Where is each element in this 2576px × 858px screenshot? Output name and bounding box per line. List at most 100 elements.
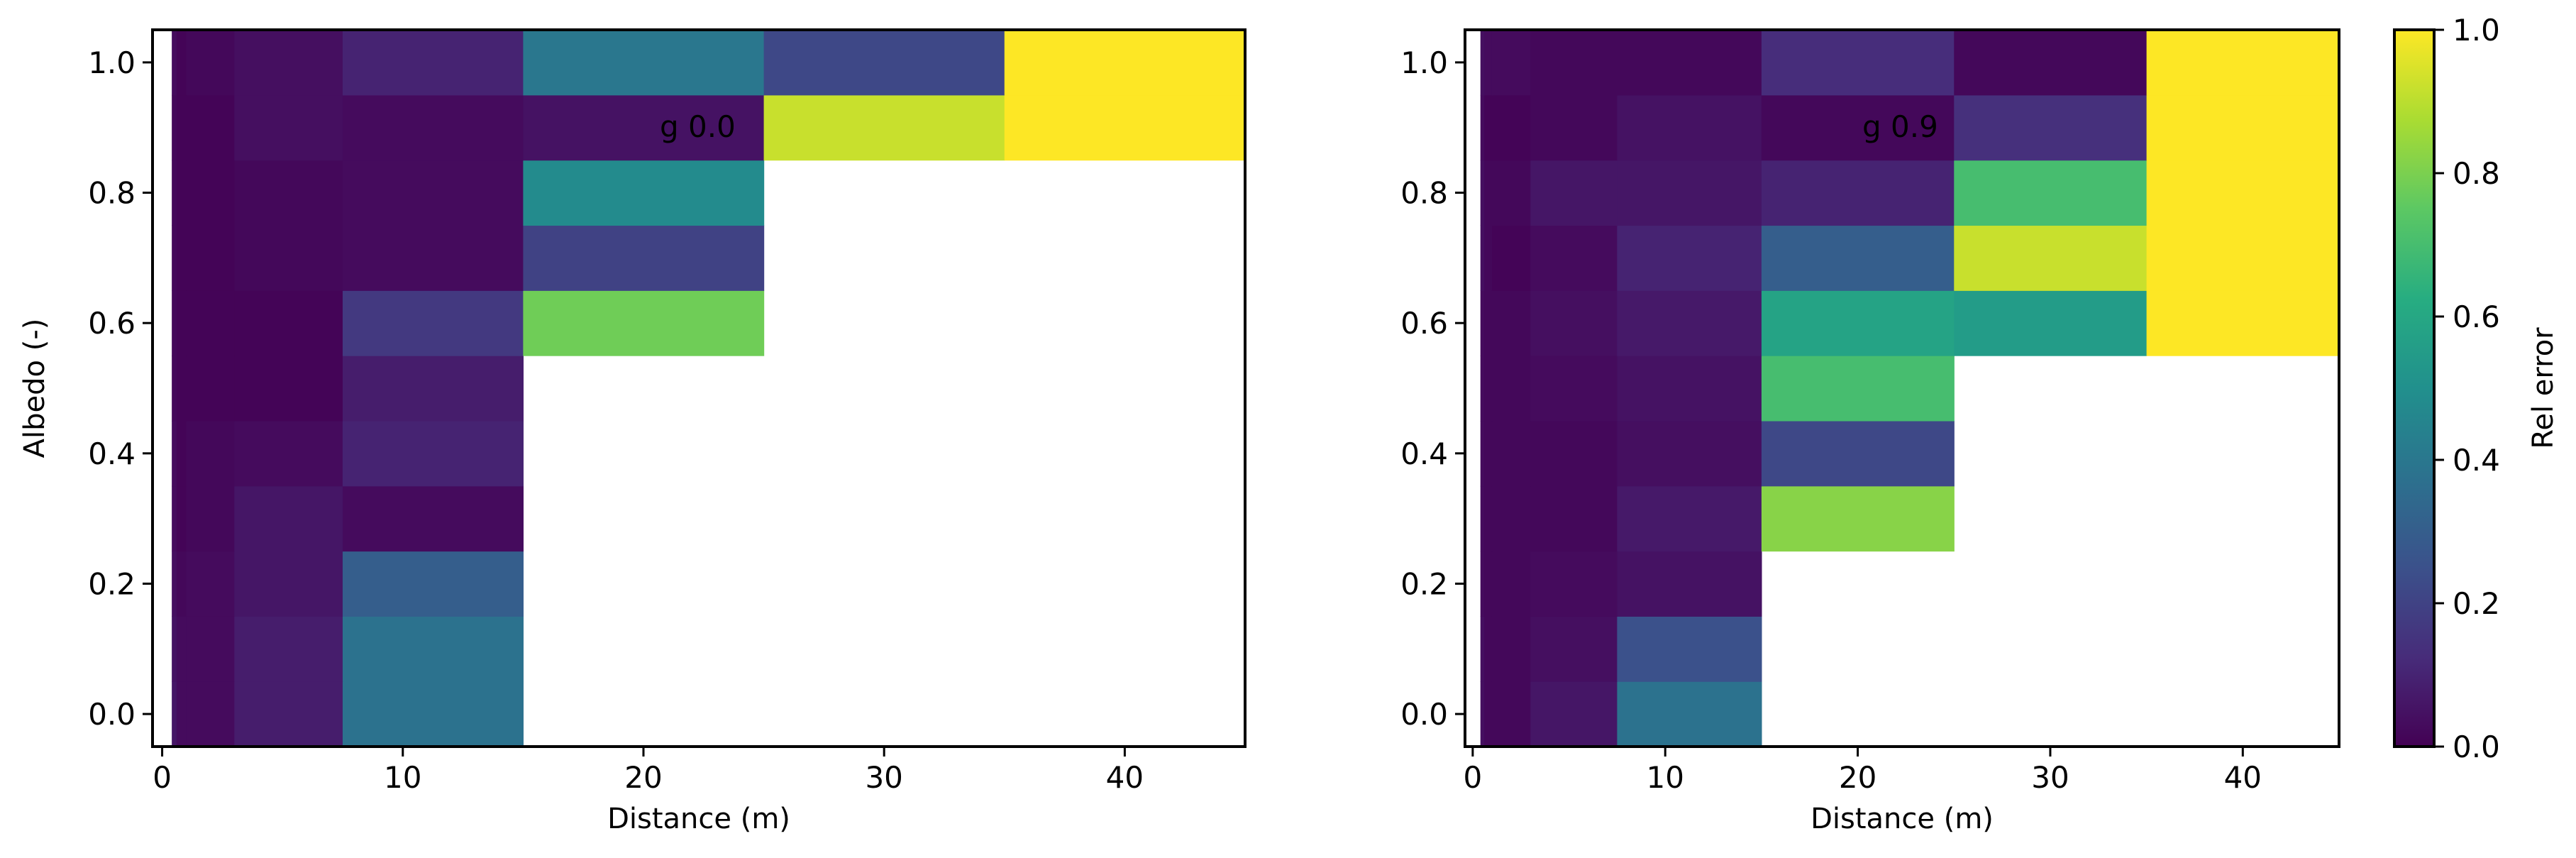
heatmap-cell (172, 30, 177, 96)
heatmap-cell (1954, 225, 2147, 291)
heatmap-cell (1484, 290, 1493, 356)
heatmap-cell (234, 356, 343, 422)
heatmap-cell (523, 290, 765, 356)
heatmap-cell (1480, 290, 1485, 356)
colorbar-label: Rel error (2527, 327, 2560, 449)
heatmap-cell (186, 290, 235, 356)
heatmap-cell (172, 225, 177, 291)
heatmap-cell (176, 681, 187, 747)
heatmap-cell (1617, 160, 1762, 226)
heatmap-cell (1530, 30, 1618, 96)
heatmap-cell (176, 551, 187, 617)
heatmap-cell (1530, 290, 1618, 356)
heatmap-panel-2: g 0.9 0 10 20 30 40 0.0 0.2 0.4 0.6 0.8 1.0 Dista… (1400, 28, 2340, 835)
heatmap-cell (186, 616, 235, 682)
heatmap-cell (342, 290, 524, 356)
heatmap-cell (1954, 30, 2147, 96)
heatmap-cell (1480, 160, 1485, 226)
heatmap-cell (1761, 30, 1955, 96)
heatmap-cell (1491, 681, 1531, 747)
heatmap-cell (234, 681, 343, 747)
x-axis-ticks-1: 0 10 20 30 40 (153, 747, 1144, 795)
heatmap-cell (1484, 30, 1493, 96)
heatmap-cell (1761, 225, 1955, 291)
heatmap-cell (1484, 356, 1493, 422)
heatmap-cell (1480, 356, 1485, 422)
heatmap-cell (342, 160, 524, 226)
y-axis-ticks-1: 0.0 0.2 0.4 0.6 0.8 1.0 (88, 45, 153, 732)
heatmap-cells-1 (172, 30, 1246, 747)
heatmap-cell (176, 356, 187, 422)
heatmap-cell (1480, 420, 1485, 487)
heatmap-cell (1491, 420, 1531, 487)
y-tick-label: 0.0 (88, 697, 136, 732)
y-tick-label: 0.8 (88, 176, 136, 211)
heatmap-cell (186, 681, 235, 747)
heatmap-cell (1761, 290, 1955, 356)
heatmap-cell (1761, 94, 1955, 161)
heatmap-cell (1954, 290, 2147, 356)
heatmap-cell (176, 160, 187, 226)
heatmap-cell (176, 290, 187, 356)
heatmap-cell (1484, 420, 1493, 487)
heatmap-cell (1530, 551, 1618, 617)
heatmap-cell (186, 30, 235, 96)
heatmap-cell (1617, 356, 1762, 422)
x-tick-label: 0 (1463, 760, 1482, 795)
heatmap-cell (234, 225, 343, 291)
heatmap-cell (186, 356, 235, 422)
heatmap-cell (1617, 420, 1762, 487)
heatmap-cell (523, 30, 765, 96)
heatmap-cell (342, 485, 524, 552)
y-tick-label: 0.6 (88, 306, 136, 341)
heatmap-cell (1484, 94, 1493, 161)
colorbar: 0.0 0.2 0.4 0.6 0.8 1.0 Rel error (2393, 13, 2560, 764)
heatmap-cell (2146, 160, 2340, 226)
heatmap-cell (2146, 290, 2340, 356)
heatmap-cell (1491, 551, 1531, 617)
heatmap-cell (1484, 160, 1493, 226)
heatmap-cell (1491, 30, 1531, 96)
heatmap-cell (1484, 681, 1493, 747)
heatmap-cell (1530, 681, 1618, 747)
heatmap-cell (172, 420, 177, 487)
heatmap-cell (342, 551, 524, 617)
x-tick-label: 30 (2031, 760, 2069, 795)
heatmap-cell (234, 420, 343, 487)
heatmap-cell (186, 160, 235, 226)
heatmap-cell (186, 420, 235, 487)
heatmap-cell (1617, 616, 1762, 682)
heatmap-cell (1954, 160, 2147, 226)
heatmap-cell (1617, 290, 1762, 356)
heatmap-cell (172, 616, 177, 682)
x-tick-label: 10 (384, 760, 421, 795)
heatmap-cell (1484, 485, 1493, 552)
y-tick-label: 0.4 (1400, 436, 1448, 471)
heatmap-cell (342, 30, 524, 96)
heatmap-cell (1617, 681, 1762, 747)
panel-annotation-1: g 0.0 (660, 109, 736, 144)
heatmap-cell (186, 225, 235, 291)
heatmap-cell (2146, 225, 2340, 291)
heatmap-cell (1530, 94, 1618, 161)
heatmap-cell (1530, 485, 1618, 552)
heatmap-cell (1617, 485, 1762, 552)
heatmap-cell (176, 30, 187, 96)
heatmap-cell (1530, 420, 1618, 487)
x-axis-label-1: Distance (m) (607, 803, 790, 835)
colorbar-gradient (2393, 28, 2436, 748)
heatmap-cell (176, 94, 187, 161)
x-tick-label: 20 (1839, 760, 1876, 795)
y-tick-label: 0.2 (88, 566, 136, 601)
heatmap-cell (1761, 485, 1955, 552)
heatmap-cell (1480, 485, 1485, 552)
heatmap-cell (234, 485, 343, 552)
heatmap-cell (1491, 290, 1531, 356)
y-tick-label: 0.6 (1400, 306, 1448, 341)
x-tick-label: 20 (624, 760, 662, 795)
heatmap-cell (234, 290, 343, 356)
heatmap-cell (1484, 551, 1493, 617)
heatmap-cell (1617, 30, 1762, 96)
heatmap-cell (172, 94, 177, 161)
